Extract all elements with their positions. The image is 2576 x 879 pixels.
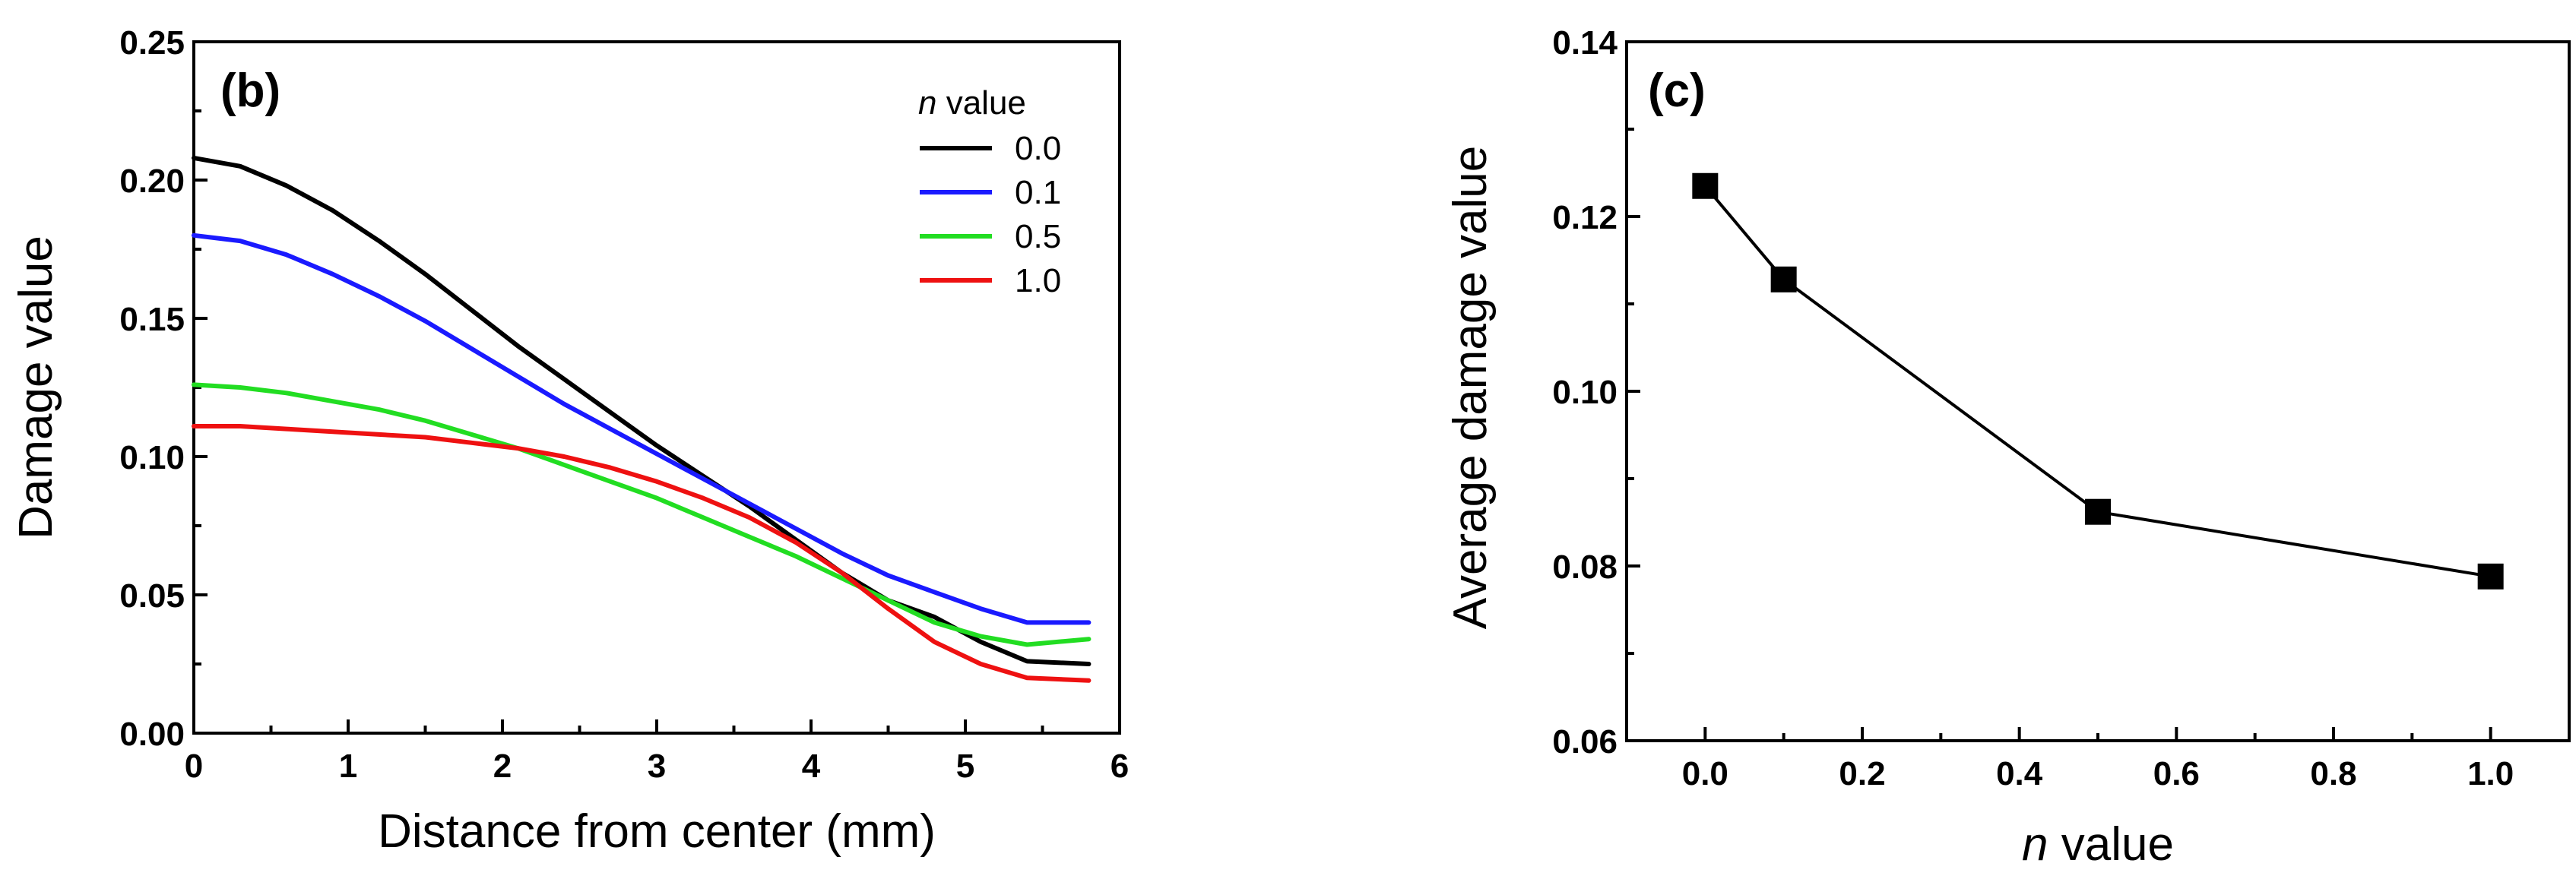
series-line-average xyxy=(1703,184,2492,578)
panel-c-y-axis-title: Average damage value xyxy=(1444,146,1497,630)
x-tick-label: 0.0 xyxy=(1682,755,1728,792)
y-tick-label: 0.00 xyxy=(119,716,185,753)
legend-title: n value xyxy=(918,84,1026,122)
x-tick-label: 6 xyxy=(1111,748,1129,785)
y-tick-label: 0.06 xyxy=(1552,723,1618,760)
y-tick-label: 0.10 xyxy=(119,439,185,476)
panel-b-series xyxy=(192,155,1092,683)
x-tick-label: 0.2 xyxy=(1839,755,1885,792)
x-tick-label: 2 xyxy=(493,748,512,785)
y-tick-label: 0.25 xyxy=(119,24,185,62)
y-tick-label: 0.12 xyxy=(1552,199,1618,236)
legend-title-italic: n xyxy=(918,84,936,122)
legend-label: 0.1 xyxy=(1015,174,1061,211)
x-tick-label: 3 xyxy=(648,748,666,785)
x-tick-label: 0.4 xyxy=(1996,755,2043,792)
panel-b-y-axis-title: Damage value xyxy=(10,236,62,539)
x-tick-label: 0.6 xyxy=(2153,755,2200,792)
panel-b-label: (b) xyxy=(220,65,280,117)
x-tick-label: 1.0 xyxy=(2467,755,2514,792)
legend-label: 0.0 xyxy=(1015,130,1061,167)
legend-items: 0.0 0.1 0.5 1.0 xyxy=(920,130,1061,299)
y-tick-label: 0.14 xyxy=(1552,24,1618,62)
panel-b-legend: n value 0.0 0.1 0.5 1.0 xyxy=(918,84,1061,299)
panel-c-x-axis-title-italic: n xyxy=(2022,818,2048,871)
panel-c-chart: 0.0 0.2 0.4 0.6 0.8 1.0 0.06 0.08 0.10 0.12 0.14 (… xyxy=(1444,24,2571,871)
x-tick-label: 0 xyxy=(185,748,203,785)
x-tick-label: 1 xyxy=(339,748,357,785)
panel-b-ticks: 0 1 2 3 4 5 6 0.00 0.05 0.10 0.15 0.20 0.25 xyxy=(119,24,1129,785)
panel-b-plot-frame xyxy=(192,40,1121,735)
y-tick-label: 0.10 xyxy=(1552,374,1618,411)
panel-c-ticks: 0.0 0.2 0.4 0.6 0.8 1.0 0.06 0.08 0.10 0.12 0.14 xyxy=(1552,24,2514,792)
legend-title-rest: value xyxy=(936,84,1025,122)
series-line-0.5 xyxy=(192,382,1092,647)
panel-c-series xyxy=(1692,172,2504,590)
panel-b-chart: 0 1 2 3 4 5 6 0.00 0.05 0.10 0.15 0.20 0.25 (b) Dist… xyxy=(10,24,1129,858)
series-line-1.0 xyxy=(192,424,1092,683)
y-tick-label: 0.08 xyxy=(1552,549,1618,586)
data-point-marker xyxy=(2477,563,2504,590)
data-point-marker xyxy=(1692,172,1719,199)
panel-c-label: (c) xyxy=(1648,65,1706,117)
series-line-0.0 xyxy=(192,155,1092,666)
x-tick-label: 5 xyxy=(956,748,974,785)
y-tick-label: 0.20 xyxy=(119,163,185,200)
panel-c-x-axis-title-rest: value xyxy=(2048,818,2174,871)
data-point-marker xyxy=(2085,498,2111,525)
x-tick-label: 4 xyxy=(802,748,821,785)
panel-c-x-axis-title: n value xyxy=(2022,818,2174,871)
panel-c-plot-frame xyxy=(1625,40,2571,742)
panel-b-x-axis-title: Distance from center (mm) xyxy=(378,805,936,858)
legend-label: 0.5 xyxy=(1015,218,1061,255)
y-tick-label: 0.15 xyxy=(119,301,185,338)
legend-label: 1.0 xyxy=(1015,262,1061,299)
series-line-0.1 xyxy=(192,232,1092,625)
x-tick-label: 0.8 xyxy=(2310,755,2356,792)
y-tick-label: 0.05 xyxy=(119,577,185,615)
data-point-marker xyxy=(1770,266,1797,292)
